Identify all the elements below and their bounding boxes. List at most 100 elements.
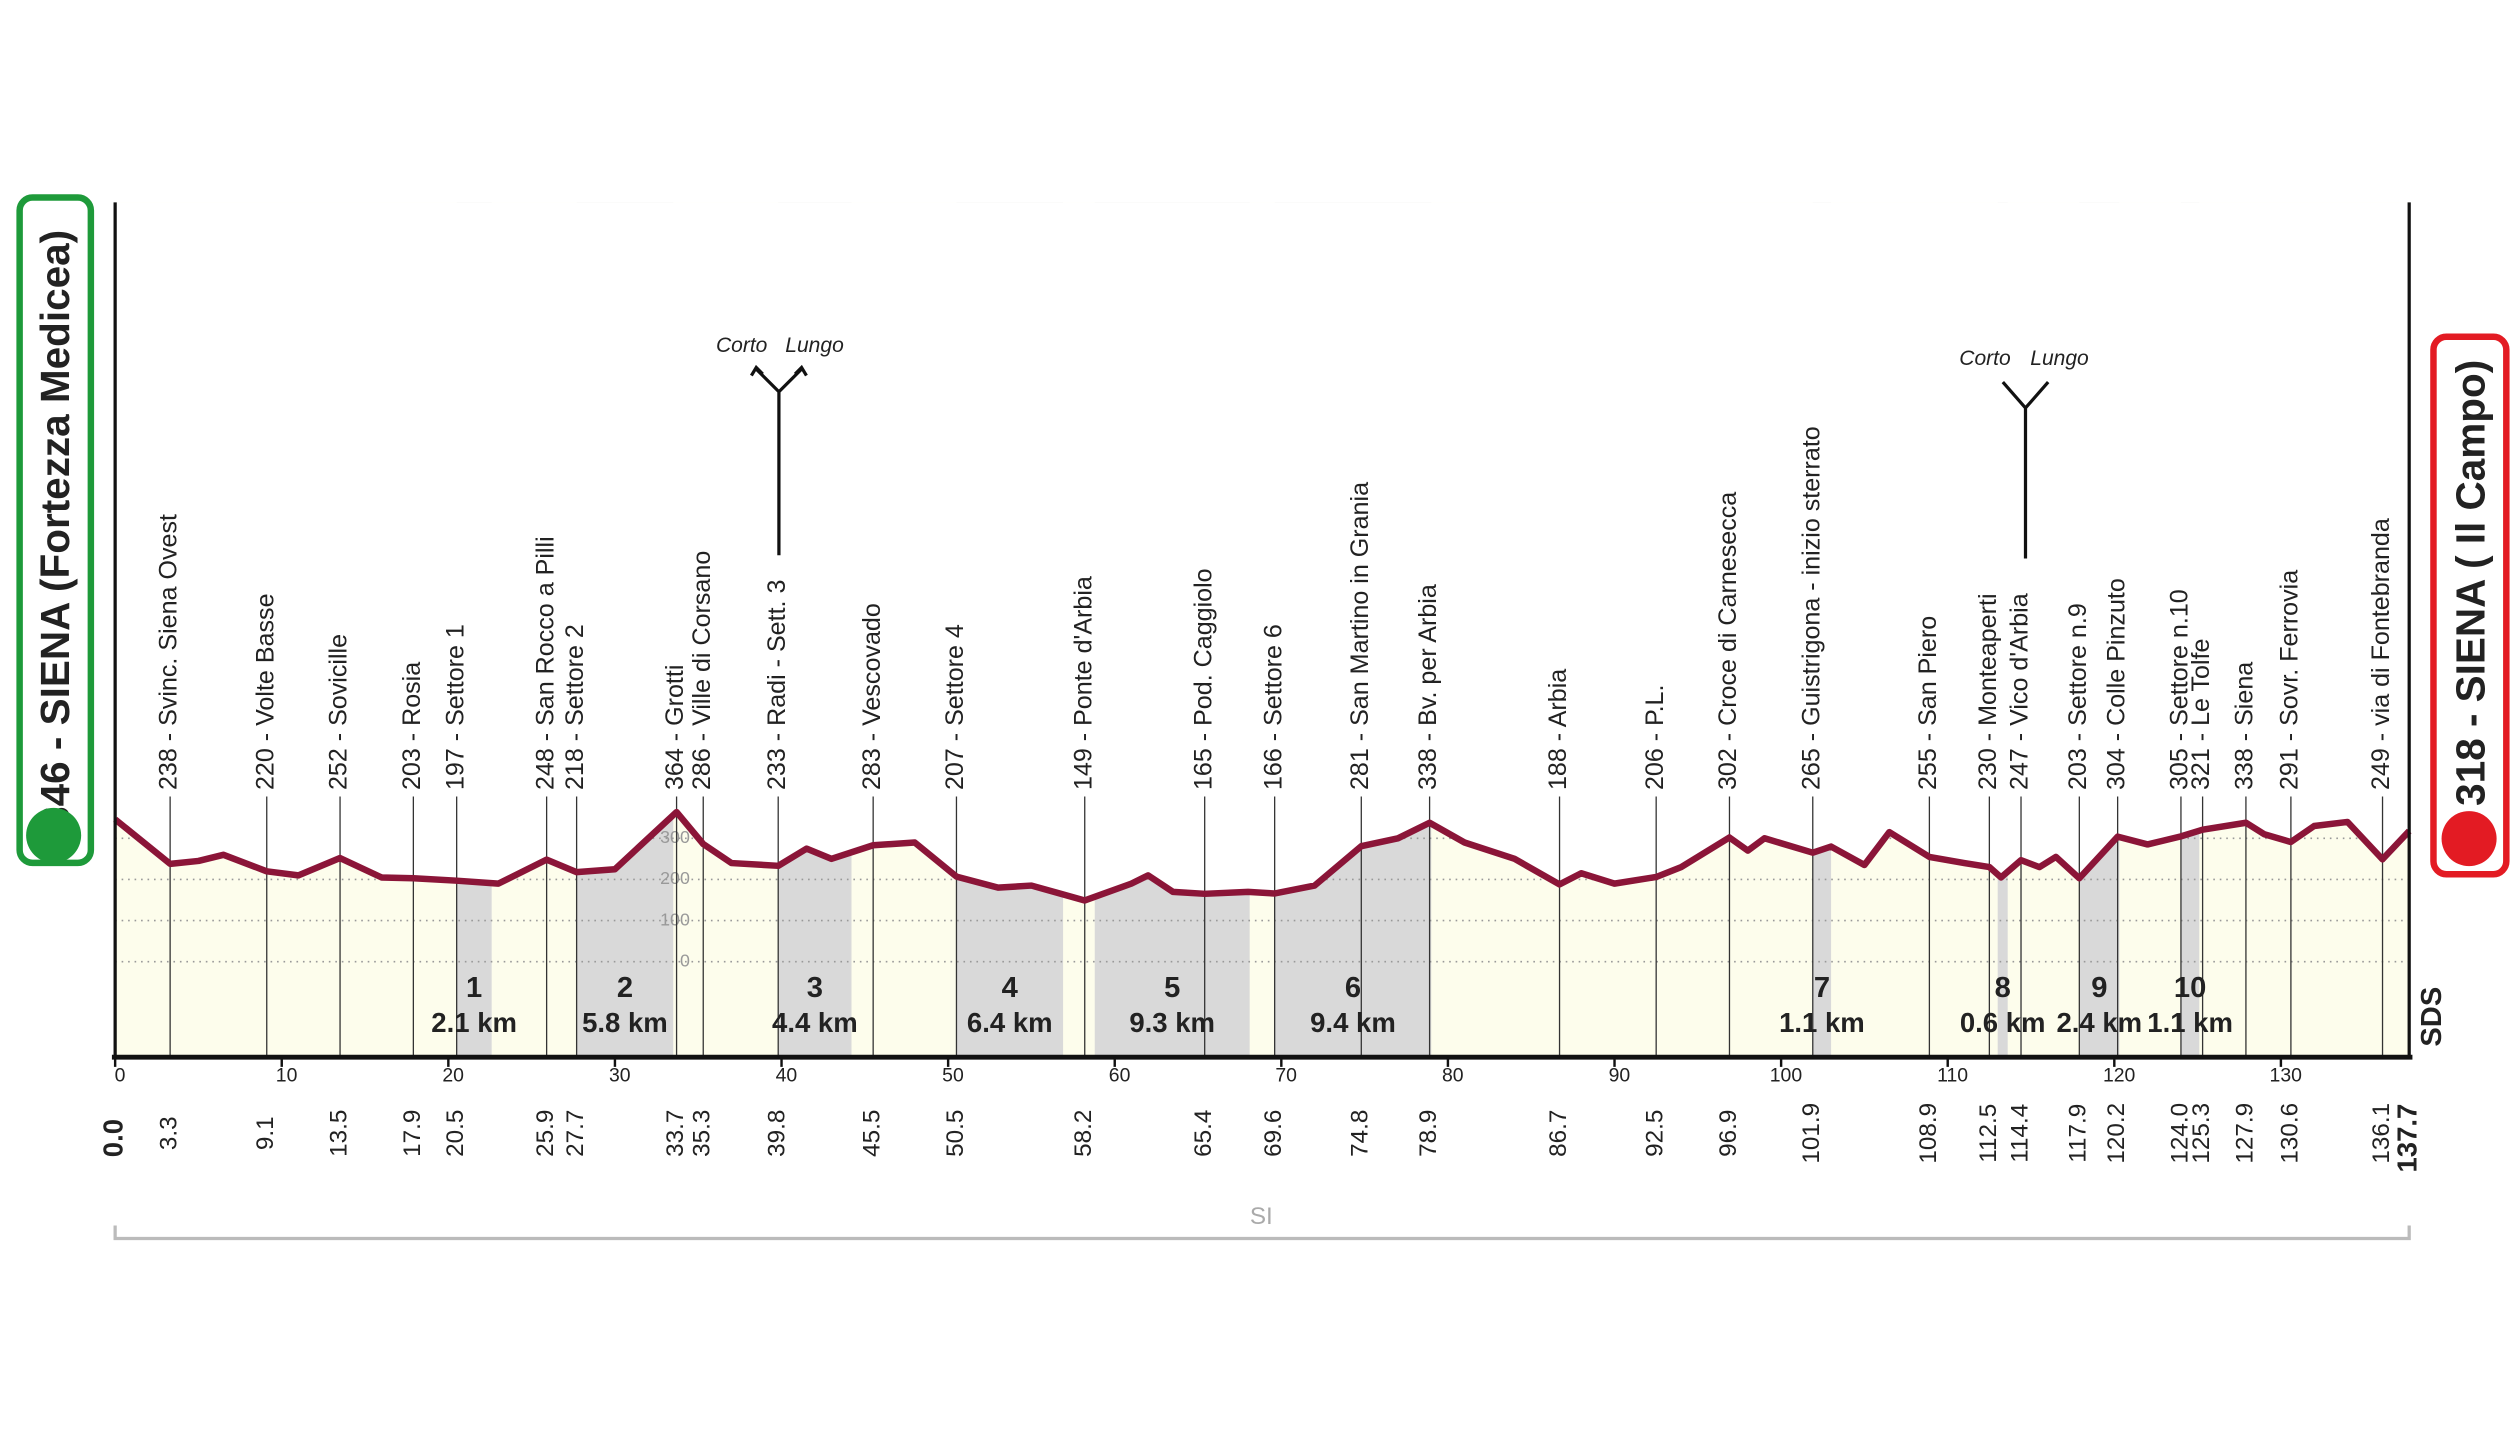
waypoint-km: 96.9 xyxy=(1715,1110,1742,1157)
waypoint-km: 65.4 xyxy=(1190,1110,1217,1157)
split-right: Lungo xyxy=(2030,347,2089,370)
waypoint-label: 248 - San Rocco a Pilli xyxy=(531,536,559,790)
sector-number: 8 xyxy=(1995,972,2011,1004)
sector-length: 2.4 km xyxy=(2056,1007,2142,1038)
waypoint-label: 238 - Svinc. Siena Ovest xyxy=(155,514,183,790)
sector-number: 2 xyxy=(617,972,633,1004)
waypoint-label: 230 - Monteaperti xyxy=(1974,593,2002,790)
finish-label: 318 - SIENA ( Il Campo) xyxy=(2448,360,2494,806)
sector-number: 9 xyxy=(2091,972,2107,1004)
sky-mask xyxy=(115,202,2410,901)
waypoint-label: 302 - Croce di Carnesecca xyxy=(1714,492,1742,790)
y-tick-label: 100 xyxy=(660,909,690,929)
x-tick-label: 30 xyxy=(609,1065,631,1087)
waypoint-km: 78.9 xyxy=(1415,1110,1442,1157)
waypoint-label: 166 - Settore 6 xyxy=(1259,624,1287,790)
waypoint-label: 207 - Settore 4 xyxy=(941,624,969,790)
x-tick-label: 0 xyxy=(115,1065,126,1087)
waypoint-label: 197 - Settore 1 xyxy=(441,624,469,790)
waypoint-label: 265 - Guistrigona - inizio sterrato xyxy=(1797,426,1825,790)
finish-km: 137.7 xyxy=(2391,1104,2422,1173)
x-tick-label: 50 xyxy=(942,1065,964,1087)
waypoint-km: 117.9 xyxy=(2065,1104,2092,1163)
waypoint-label: 247 - Vico d'Arbia xyxy=(2006,593,2034,790)
waypoint-km: 125.3 xyxy=(2188,1103,2215,1164)
logo: SDS xyxy=(2416,987,2448,1047)
waypoint-km: 17.9 xyxy=(399,1110,426,1157)
waypoint-km: 33.7 xyxy=(662,1110,689,1157)
waypoint-label: 338 - Bv. per Arbia xyxy=(1414,584,1442,790)
waypoint-label: 218 - Settore 2 xyxy=(561,624,589,790)
waypoint-km: 69.6 xyxy=(1260,1110,1287,1157)
x-tick-label: 60 xyxy=(1109,1065,1131,1087)
waypoint-km: 127.9 xyxy=(2231,1103,2258,1164)
y-tick-label: 0 xyxy=(680,950,690,970)
waypoint-km: 45.5 xyxy=(859,1110,886,1157)
waypoint-label: 249 - via di Fontebranda xyxy=(2367,518,2395,790)
sector-number: 3 xyxy=(807,972,823,1004)
x-tick-label: 90 xyxy=(1609,1065,1631,1087)
x-tick-label: 80 xyxy=(1442,1065,1464,1087)
start-badge xyxy=(16,194,95,867)
waypoint-label: 252 - Sovicille xyxy=(325,634,353,790)
waypoint-km: 74.8 xyxy=(1347,1110,1374,1157)
sector-length: 9.3 km xyxy=(1129,1007,1215,1038)
waypoint-label: 291 - Sovr. Ferrovia xyxy=(2276,570,2304,790)
sector-length: 0.6 km xyxy=(1960,1007,2046,1038)
finish-badge xyxy=(2430,333,2510,878)
waypoint-label: 338 - Siena xyxy=(2231,662,2259,790)
waypoint-km: 27.7 xyxy=(562,1110,589,1157)
sector-number: 4 xyxy=(1002,972,1019,1004)
waypoint-label: 283 - Vescovado xyxy=(858,603,886,790)
waypoint-km: 20.5 xyxy=(442,1110,469,1157)
x-tick-label: 10 xyxy=(276,1065,298,1087)
x-tick-label: 110 xyxy=(1937,1065,1968,1087)
sector-number: 7 xyxy=(1814,972,1830,1004)
sector-length: 2.1 km xyxy=(431,1007,517,1038)
sector-length: 1.1 km xyxy=(1779,1007,1865,1038)
waypoint-km: 25.9 xyxy=(532,1110,559,1157)
x-tick-label: 40 xyxy=(776,1065,798,1087)
waypoint-km: 136.1 xyxy=(2368,1103,2395,1164)
waypoint-label: 188 - Arbia xyxy=(1544,669,1572,790)
bottom-label: SI xyxy=(1250,1203,1273,1230)
waypoint-label: 203 - Rosia xyxy=(398,662,426,790)
split-right: Lungo xyxy=(785,334,844,357)
waypoint-label: 305 - Settore n.10 xyxy=(2166,589,2194,790)
split-marker xyxy=(750,364,2050,559)
split-left: Corto xyxy=(716,334,768,357)
y-tick-label: 200 xyxy=(660,868,690,888)
x-tick-label: 120 xyxy=(2103,1065,2136,1087)
waypoint-label: 203 - Settore n.9 xyxy=(2064,603,2092,790)
waypoint-km: 130.6 xyxy=(2276,1103,2303,1164)
x-tick-label: 100 xyxy=(1770,1065,1803,1087)
waypoint-label: 281 - San Martino in Grania xyxy=(1346,482,1374,790)
sector-length: 1.1 km xyxy=(2147,1007,2233,1038)
sector-length: 4.4 km xyxy=(772,1007,858,1038)
waypoint-km: 101.9 xyxy=(1798,1103,1825,1164)
waypoint-label: 220 - Volte Basse xyxy=(251,593,279,790)
y-tick-label: 300 xyxy=(660,827,690,847)
sector-length: 5.8 km xyxy=(582,1007,668,1038)
waypoint-label: 149 - Ponte d'Arbia xyxy=(1069,576,1097,790)
waypoint-label: 206 - P.L. xyxy=(1641,685,1669,791)
waypoint-km: 13.5 xyxy=(325,1110,352,1157)
start-km: 0.0 xyxy=(97,1119,128,1157)
waypoint-label: 364 - Grotti xyxy=(661,665,689,790)
waypoint-km: 124.0 xyxy=(2166,1103,2193,1164)
sector-number: 5 xyxy=(1164,972,1180,1004)
waypoint-km: 39.8 xyxy=(764,1110,791,1157)
waypoint-label: 165 - Pod. Caggiolo xyxy=(1189,568,1217,790)
waypoint-km: 120.2 xyxy=(2103,1103,2130,1164)
start-label: 346 - SIENA (Fortezza Medicea) xyxy=(32,230,78,829)
waypoint-km: 92.5 xyxy=(1642,1110,1669,1157)
sector-number: 10 xyxy=(2174,972,2206,1004)
waypoint-label: 233 - Radi - Sett. 3 xyxy=(763,580,791,790)
start-icon xyxy=(26,807,82,863)
waypoint-km: 58.2 xyxy=(1070,1110,1097,1157)
waypoint-km: 112.5 xyxy=(1975,1104,2002,1163)
split-left: Corto xyxy=(1959,347,2011,370)
waypoint-label: 255 - San Piero xyxy=(1914,616,1942,790)
